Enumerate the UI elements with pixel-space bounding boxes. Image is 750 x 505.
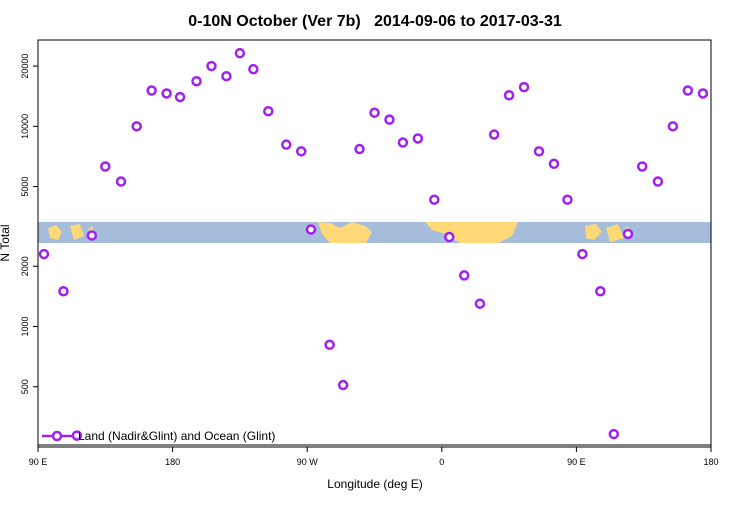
point <box>354 143 365 155</box>
point <box>577 248 588 260</box>
point <box>384 114 395 125</box>
point <box>595 285 606 297</box>
x-tick-label: 0 <box>439 457 444 467</box>
point <box>652 176 664 187</box>
point <box>488 129 500 140</box>
point <box>191 75 202 87</box>
point <box>221 70 232 82</box>
point <box>234 47 246 59</box>
plot-frame <box>37 39 712 448</box>
point <box>71 430 83 441</box>
point <box>100 161 111 172</box>
point <box>146 85 157 96</box>
point <box>281 139 292 150</box>
y-axis-label: N Total <box>0 224 12 261</box>
point <box>324 339 335 351</box>
map-band <box>38 222 711 243</box>
point <box>533 146 545 157</box>
point <box>369 107 380 118</box>
point <box>503 89 515 101</box>
y-tick-label: 10000 <box>20 114 30 139</box>
point <box>174 91 186 103</box>
point <box>429 194 440 205</box>
y-tick-label: 20000 <box>20 54 30 79</box>
x-tick-label: 180 <box>703 457 718 467</box>
point <box>337 379 349 391</box>
point <box>248 63 259 75</box>
point <box>636 161 648 172</box>
point <box>444 231 455 243</box>
point <box>295 146 307 157</box>
point <box>518 81 530 93</box>
point <box>608 428 620 440</box>
y-tick-label: 1000 <box>20 316 30 336</box>
point <box>458 270 470 281</box>
point <box>38 248 50 260</box>
point <box>58 285 69 297</box>
y-tick-label: 5000 <box>20 177 30 197</box>
point <box>161 88 172 99</box>
point <box>305 224 317 235</box>
point <box>548 158 560 170</box>
point <box>206 60 217 72</box>
point <box>397 137 409 148</box>
x-axis-label: Longitude (deg E) <box>327 477 422 491</box>
x-tick-label: 90 W <box>297 457 319 467</box>
legend-label: Land (Nadir&Glint) and Ocean (Glint) <box>78 429 275 443</box>
point <box>131 121 142 132</box>
point <box>115 176 127 187</box>
x-tick-label: 180 <box>165 457 180 467</box>
x-tick-label: 90 E <box>29 457 48 467</box>
chart-title: 0-10N October (Ver 7b) 2014-09-06 to 201… <box>188 13 562 30</box>
point <box>86 230 98 241</box>
y-tick-label: 2000 <box>20 256 30 276</box>
y-tick-label: 500 <box>20 379 30 394</box>
point <box>697 88 709 99</box>
point <box>667 121 679 132</box>
point <box>412 133 424 144</box>
point <box>562 194 573 205</box>
x-tick-label: 90 E <box>567 457 586 467</box>
point <box>263 105 274 117</box>
point <box>622 228 634 240</box>
point <box>474 298 486 309</box>
legend-marker <box>51 430 63 442</box>
point <box>682 85 694 96</box>
